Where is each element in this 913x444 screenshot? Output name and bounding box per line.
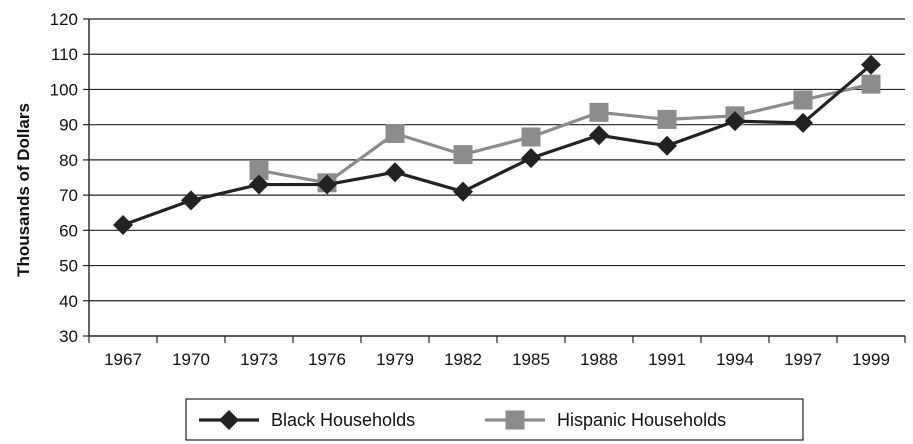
legend-label: Black Households [271,410,415,430]
x-tick-label: 1997 [784,350,822,369]
x-tick-label: 1973 [240,350,278,369]
legend-item: Hispanic Households [485,410,726,430]
data-point [657,109,677,129]
legend-label: Hispanic Households [557,410,726,430]
series-line [258,82,872,185]
data-point [657,135,677,156]
x-tick-label: 1967 [104,350,142,369]
data-point [725,111,745,132]
x-tick-label: 1994 [716,350,754,369]
y-tick-label: 120 [50,10,78,29]
x-tick-label: 1979 [376,350,414,369]
data-point [317,174,337,195]
x-tick-labels: 1967 1970 1973 1976 1979 1982 1985 1988 1991 1994… [104,350,890,369]
x-tick-label: 1988 [580,350,618,369]
x-tick-label: 1991 [648,350,686,369]
data-point [181,190,201,211]
data-point [793,112,813,133]
x-tick-label: 1985 [512,350,550,369]
y-tick-label: 40 [59,292,78,311]
x-tick-label: 1970 [172,350,210,369]
axes [83,18,906,343]
y-tick-labels: 30 40 50 60 70 80 90 100 110 120 [50,10,78,346]
data-point [589,125,609,146]
legend: Black Households Hispanic Households [185,398,804,441]
data-point [385,162,405,183]
data-point [521,127,541,147]
x-tick-label: 1982 [444,350,482,369]
y-axis-title: Thousands of Dollars [14,103,33,277]
series-line [122,63,873,227]
data-point [861,74,881,94]
y-tick-label: 90 [59,116,78,135]
data-point [521,148,541,169]
x-tick-label: 1999 [852,350,890,369]
data-point [453,181,473,202]
x-tick-label: 1976 [308,350,346,369]
data-point [589,102,609,122]
y-tick-label: 100 [50,80,78,99]
series-hispanic-households [249,74,881,193]
legend-item: Black Households [199,410,415,430]
y-tick-label: 50 [59,257,78,276]
grid-lines [89,18,905,302]
y-tick-label: 110 [51,45,78,64]
data-point [453,145,473,165]
series-black-households [113,54,881,236]
legend-swatch-marker [505,410,525,430]
data-point [793,90,813,110]
data-point [249,160,269,180]
legend-swatch-marker [219,410,239,430]
data-point [385,123,405,143]
y-tick-label: 80 [59,151,78,170]
data-point [113,215,133,236]
y-tick-label: 60 [59,221,78,240]
data-point [861,54,881,75]
y-tick-label: 30 [59,327,78,346]
data-point [249,174,269,195]
y-tick-label: 70 [59,186,78,205]
series [113,54,881,236]
